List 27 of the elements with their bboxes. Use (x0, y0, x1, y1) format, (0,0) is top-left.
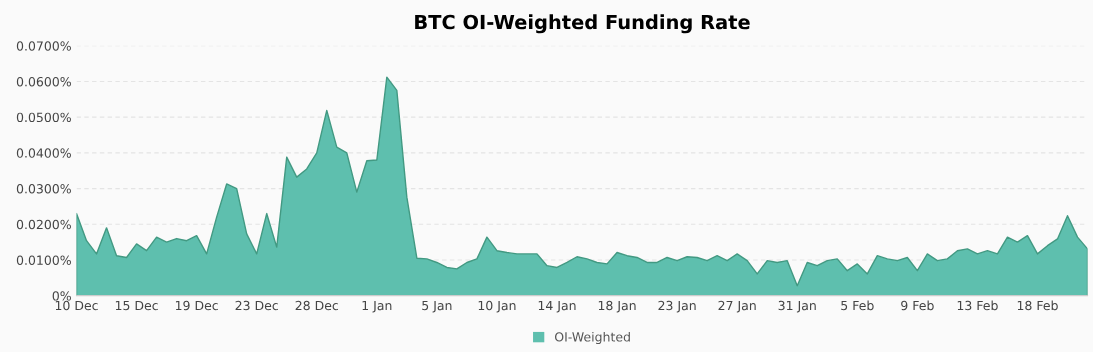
x-tick-label: 5 Jan (422, 300, 452, 313)
chart-title: BTC OI-Weighted Funding Rate (415, 14, 750, 34)
y-tick-label: 0.0500% (16, 112, 71, 123)
x-tick-label: 15 Dec (115, 300, 158, 311)
x-tick-label: 13 Feb (957, 300, 998, 311)
legend-label: OI-Weighted (554, 331, 630, 345)
y-tick-label: 0.0400% (16, 148, 71, 158)
x-tick-label: 19 Dec (175, 300, 218, 311)
x-tick-label: 18 Jan (598, 300, 636, 313)
x-tick-label: 10 Dec (55, 300, 98, 311)
y-tick-label: 0.0300% (16, 184, 71, 194)
x-tick-label: 9 Feb (901, 300, 934, 311)
x-tick-label: 27 Jan (718, 300, 756, 313)
x-tick-label: 23 Jan (658, 300, 696, 313)
y-tick-label: 0% (52, 291, 71, 301)
y-tick-label: 0.0600% (16, 76, 71, 87)
x-tick-label: 31 Jan (778, 300, 816, 313)
x-tick-label: 23 Dec (235, 300, 278, 311)
y-tick-label: 0.0100% (16, 255, 71, 265)
x-tick-label: 5 Feb (841, 300, 874, 311)
x-tick-label: 28 Dec (295, 300, 339, 311)
y-tick-label: 0.0200% (16, 219, 71, 230)
y-tick-label: 0.0700% (16, 41, 71, 51)
x-tick-label: 10 Jan (478, 300, 516, 313)
x-tick-label: 14 Jan (538, 300, 576, 313)
x-tick-label: 18 Feb (1017, 300, 1058, 311)
x-tick-label: 1 Jan (362, 300, 392, 313)
